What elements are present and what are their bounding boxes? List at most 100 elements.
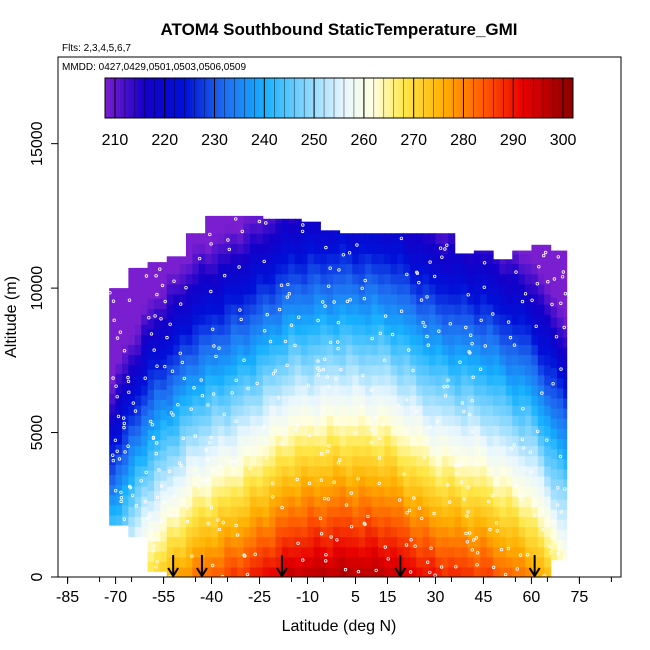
observation-marker — [535, 282, 539, 286]
heatmap-cell — [185, 263, 193, 275]
heatmap-cell — [173, 314, 181, 325]
colorbar-segment — [396, 78, 400, 118]
heatmap-cell — [217, 384, 225, 396]
heatmap-cell — [326, 334, 334, 346]
heatmap-cell — [141, 486, 149, 497]
heatmap-cell — [333, 344, 341, 356]
observation-marker — [127, 298, 132, 302]
heatmap-cell — [205, 263, 213, 275]
observation-marker — [280, 505, 284, 510]
heatmap-cell — [384, 435, 392, 447]
heatmap-cell — [166, 364, 174, 376]
heatmap-cell — [525, 283, 533, 295]
heatmap-cell — [249, 566, 257, 577]
heatmap-cell — [416, 364, 424, 376]
heatmap-cell — [454, 536, 462, 548]
heatmap-cell — [435, 516, 443, 528]
heatmap-cell — [288, 233, 296, 244]
observation-marker — [491, 312, 495, 316]
heatmap-cell — [256, 243, 264, 255]
heatmap-cell — [185, 445, 193, 457]
observation-marker — [277, 307, 282, 312]
heatmap-cell — [461, 374, 469, 386]
heatmap-cell — [147, 551, 155, 562]
heatmap-cell — [505, 546, 513, 558]
heatmap-cell — [377, 455, 385, 467]
heatmap-cell — [486, 253, 494, 265]
observation-marker — [130, 493, 135, 498]
heatmap-cell — [480, 334, 488, 346]
observation-marker — [349, 525, 354, 529]
heatmap-cell — [237, 263, 245, 275]
heatmap-cell — [109, 353, 117, 364]
heatmap-cell — [563, 448, 568, 460]
heatmap-cell — [531, 384, 539, 396]
observation-marker — [478, 448, 483, 452]
colorbar-segment — [363, 78, 367, 118]
heatmap-cell — [192, 556, 200, 568]
observation-marker — [155, 292, 159, 297]
heatmap-cell — [518, 516, 526, 528]
observation-marker — [271, 495, 275, 499]
heatmap-cell — [160, 262, 168, 269]
heatmap-cell — [397, 415, 405, 426]
heatmap-cell — [454, 465, 462, 477]
heatmap-cell — [505, 506, 513, 517]
heatmap-cell — [441, 263, 449, 275]
observation-marker — [408, 570, 413, 574]
heatmap-cell — [141, 314, 149, 325]
heatmap-cell — [531, 455, 539, 467]
heatmap-cell — [441, 566, 449, 577]
observation-marker — [457, 463, 461, 467]
heatmap-cell — [454, 566, 462, 577]
heatmap-cell — [429, 243, 437, 255]
heatmap-cell — [134, 415, 142, 426]
heatmap-cell — [320, 243, 328, 255]
heatmap-cell — [237, 435, 245, 447]
heatmap-cell — [333, 354, 341, 366]
observation-marker — [486, 499, 491, 504]
heatmap-cell — [166, 293, 174, 305]
heatmap-cell — [192, 384, 200, 396]
heatmap-cell — [294, 506, 302, 517]
heatmap-cell — [512, 384, 520, 396]
heatmap-cell — [339, 283, 347, 295]
heatmap-cell — [499, 314, 507, 325]
observation-marker — [494, 521, 499, 525]
heatmap-cell — [371, 253, 379, 265]
heatmap-cell — [307, 374, 315, 386]
observation-marker — [556, 486, 560, 490]
heatmap-cell — [269, 273, 277, 285]
heatmap-cell — [288, 223, 296, 234]
heatmap-cell — [518, 445, 526, 457]
heatmap-cell — [499, 415, 507, 426]
heatmap-cell — [352, 354, 360, 366]
heatmap-cell — [377, 314, 385, 325]
heatmap-cell — [141, 465, 149, 477]
heatmap-cell — [211, 263, 219, 275]
heatmap-cell — [217, 556, 225, 568]
colorbar-segment — [473, 78, 477, 118]
heatmap-cell — [243, 526, 251, 538]
heatmap-cell — [275, 445, 283, 457]
heatmap-cell — [339, 374, 347, 386]
heatmap-cell — [326, 253, 334, 265]
observation-marker — [154, 441, 159, 445]
observation-marker — [157, 468, 161, 472]
observation-marker — [563, 292, 568, 296]
heatmap-cell — [480, 344, 488, 356]
colorbar-segment — [533, 78, 537, 118]
heatmap-cell — [544, 283, 552, 295]
heatmap-cell — [429, 374, 437, 386]
heatmap-cell — [384, 293, 392, 305]
heatmap-cell — [480, 455, 488, 467]
heatmap-cell — [377, 516, 385, 528]
heatmap-cell — [173, 374, 181, 386]
heatmap-cell — [243, 546, 251, 558]
heatmap-cell — [109, 413, 117, 425]
observation-marker — [168, 322, 172, 326]
heatmap-cell — [211, 405, 219, 416]
heatmap-cell — [326, 395, 334, 406]
heatmap-cell — [550, 438, 558, 450]
heatmap-cell — [429, 283, 437, 295]
